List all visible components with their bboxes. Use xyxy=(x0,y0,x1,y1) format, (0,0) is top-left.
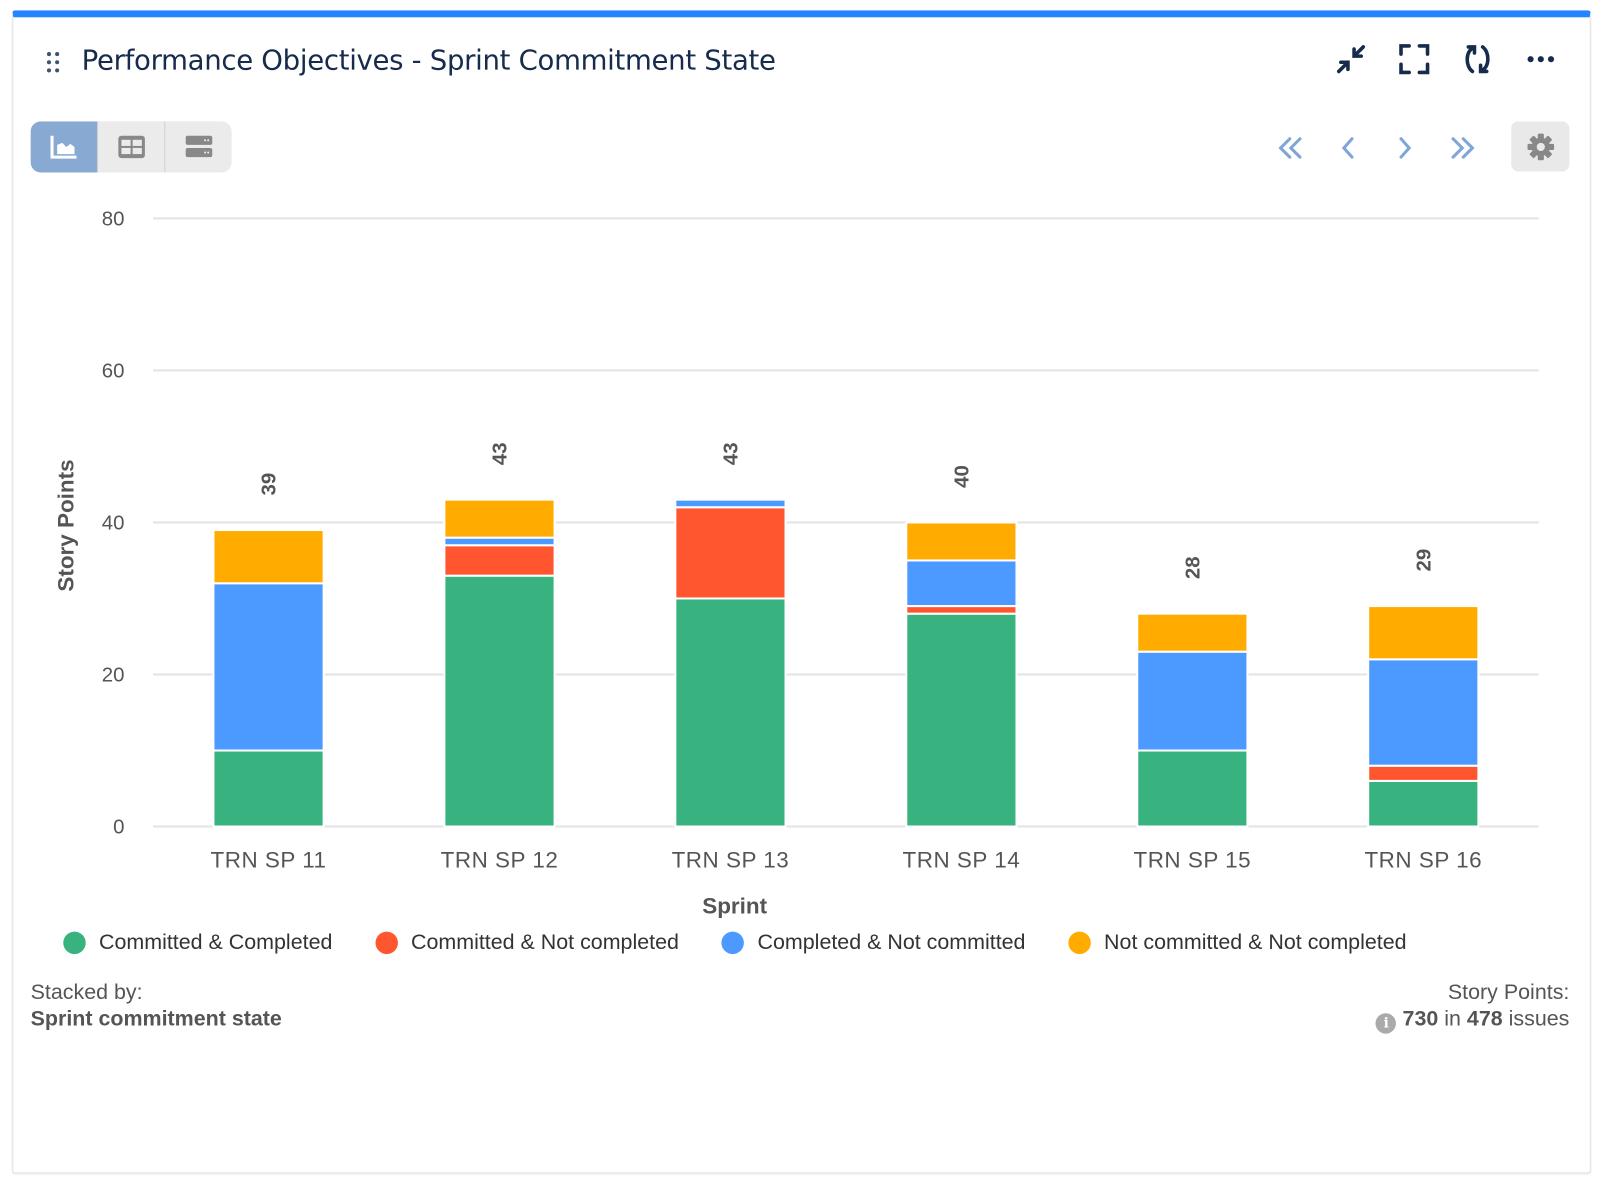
bar-segment[interactable] xyxy=(905,612,1018,828)
legend-item[interactable]: Not committed & Not completed xyxy=(1068,930,1407,955)
next-page-button[interactable] xyxy=(1388,131,1423,166)
bar-segment[interactable] xyxy=(212,582,325,752)
bar-segment[interactable] xyxy=(212,749,325,828)
bar-segment[interactable] xyxy=(905,521,1018,562)
bar-segment[interactable] xyxy=(443,498,556,539)
legend-dot xyxy=(1068,931,1091,955)
bar-segment[interactable] xyxy=(1367,658,1480,767)
y-tick-label: 20 xyxy=(102,665,125,687)
summary-info: Story Points: i 730 in 478 issues xyxy=(1375,980,1570,1034)
drag-handle-icon[interactable] xyxy=(46,51,60,73)
legend-item[interactable]: Completed & Not committed xyxy=(721,930,1026,955)
bar-segment[interactable] xyxy=(1136,650,1249,752)
y-tick-label: 0 xyxy=(113,817,124,839)
legend-item[interactable]: Committed & Not completed xyxy=(375,931,679,955)
bar-segment[interactable] xyxy=(443,536,556,547)
last-page-button[interactable] xyxy=(1445,131,1480,166)
bar-total-label: 28 xyxy=(1182,556,1204,579)
bar-segment[interactable] xyxy=(1136,749,1249,828)
y-axis-label: Story Points xyxy=(53,459,78,591)
bar-segment[interactable] xyxy=(1367,605,1480,661)
previous-page-button[interactable] xyxy=(1331,131,1366,166)
fullscreen-icon[interactable] xyxy=(1396,41,1433,78)
bar-segment[interactable] xyxy=(674,498,787,509)
bar-segment[interactable] xyxy=(1367,779,1480,828)
bar-total-label: 43 xyxy=(490,442,512,465)
bar-segment[interactable] xyxy=(905,605,1018,615)
area-chart-icon xyxy=(49,135,77,159)
table-view-button[interactable] xyxy=(98,121,166,173)
bar-total-label: 39 xyxy=(259,473,281,496)
stacked-by-info: Stacked by: Sprint commitment state xyxy=(31,980,282,1033)
x-tick-label: TRN SP 16 xyxy=(1364,847,1482,872)
bar-total-label: 43 xyxy=(721,442,743,465)
legend-dot xyxy=(375,931,398,955)
collapse-icon[interactable] xyxy=(1333,41,1370,78)
y-tick-label: 60 xyxy=(102,361,125,383)
x-tick-label: TRN SP 11 xyxy=(211,847,327,872)
in-text: in xyxy=(1444,1007,1461,1031)
page-title: Performance Objectives - Sprint Commitme… xyxy=(81,44,776,77)
x-tick-label: TRN SP 14 xyxy=(903,847,1021,872)
bar-segment[interactable] xyxy=(1367,764,1480,782)
view-switcher xyxy=(30,121,232,173)
chart-view-button[interactable] xyxy=(30,121,98,173)
table-icon xyxy=(117,135,145,159)
y-tick-label: 80 xyxy=(102,209,125,231)
bar-segment[interactable] xyxy=(1136,612,1249,653)
legend-label: Committed & Not completed xyxy=(410,930,679,955)
x-axis-label: Sprint xyxy=(702,893,767,918)
legend-label: Completed & Not committed xyxy=(757,930,1026,955)
legend-dot xyxy=(721,931,745,955)
legend-label: Committed & Completed xyxy=(98,930,333,955)
stacked-by-label: Stacked by: xyxy=(30,980,143,1005)
x-tick-label: TRN SP 15 xyxy=(1134,847,1252,872)
settings-button[interactable] xyxy=(1511,121,1570,172)
bar-segment[interactable] xyxy=(905,559,1018,608)
first-page-button[interactable] xyxy=(1273,131,1308,166)
gear-icon xyxy=(1527,133,1554,160)
bar-total-label: 29 xyxy=(1413,549,1435,572)
bar-segment[interactable] xyxy=(443,544,556,577)
info-icon[interactable]: i xyxy=(1375,1013,1397,1034)
summary-label: Story Points: xyxy=(1447,980,1570,1005)
list-view-button[interactable] xyxy=(165,121,231,172)
more-icon[interactable] xyxy=(1522,41,1559,78)
list-icon xyxy=(185,135,212,158)
issues-label: issues xyxy=(1508,1007,1570,1031)
legend-dot xyxy=(63,931,86,955)
total-issues: 478 xyxy=(1466,1007,1503,1031)
bar-total-label: 40 xyxy=(952,465,974,488)
total-points: 730 xyxy=(1402,1007,1439,1031)
y-tick-label: 40 xyxy=(102,513,125,535)
bar-segment[interactable] xyxy=(674,597,787,828)
stacked-bar-chart: 0 20 40 60 80 39 TRN SP 11 43 TRN SP 12 43 TRN SP… xyxy=(53,209,1539,918)
legend-item[interactable]: Committed & Completed xyxy=(63,931,332,955)
x-tick-label: TRN SP 13 xyxy=(672,847,790,872)
x-tick-label: TRN SP 12 xyxy=(441,847,559,872)
refresh-icon[interactable] xyxy=(1459,41,1496,78)
stacked-by-value: Sprint commitment state xyxy=(30,1007,282,1031)
bar-segment[interactable] xyxy=(212,529,325,585)
bar-segment[interactable] xyxy=(674,506,787,600)
legend-label: Not committed & Not completed xyxy=(1104,930,1407,955)
bar-segment[interactable] xyxy=(443,574,556,828)
chart-legend: Committed & Completed Committed & Not com… xyxy=(63,930,1407,955)
